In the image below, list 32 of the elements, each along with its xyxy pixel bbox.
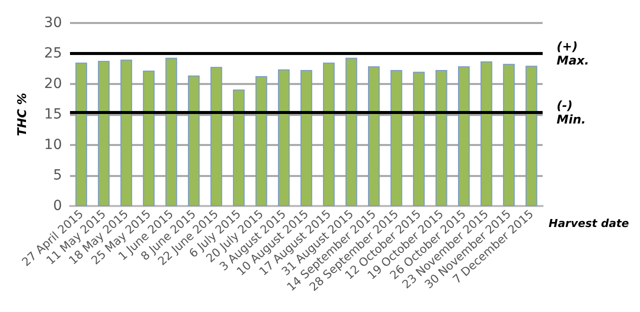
y-tick-label: 25: [44, 46, 62, 62]
bar: [436, 70, 448, 206]
bar: [255, 76, 268, 206]
bar: [300, 70, 312, 206]
y-tick-label: 0: [53, 198, 62, 214]
bar: [98, 60, 110, 206]
bar: [120, 60, 132, 206]
bar: [413, 72, 425, 206]
bar: [480, 61, 492, 206]
bar: [210, 66, 222, 206]
bar: [390, 70, 402, 206]
y-tick-label: 20: [44, 76, 62, 92]
bar: [526, 66, 538, 206]
x-axis-title: Harvest date: [548, 217, 630, 230]
bar: [142, 70, 155, 206]
y-tick-label: 15: [44, 106, 62, 122]
bar: [165, 58, 178, 206]
bar: [75, 62, 88, 206]
bar: [278, 69, 290, 206]
y-tick-label: 10: [44, 137, 62, 153]
bar: [345, 58, 358, 206]
ref-line-label: (+) Max.: [556, 40, 590, 68]
bar: [503, 64, 515, 206]
bar: [188, 75, 200, 206]
y-tick-label: 30: [44, 15, 62, 31]
y-tick-label: 5: [53, 168, 62, 184]
ref-line-label: (-) Min.: [556, 98, 586, 127]
bar: [368, 66, 380, 206]
y-axis-title: THC %: [15, 92, 29, 136]
bar: [458, 66, 470, 206]
bar: [322, 62, 335, 206]
bar: [232, 89, 245, 206]
